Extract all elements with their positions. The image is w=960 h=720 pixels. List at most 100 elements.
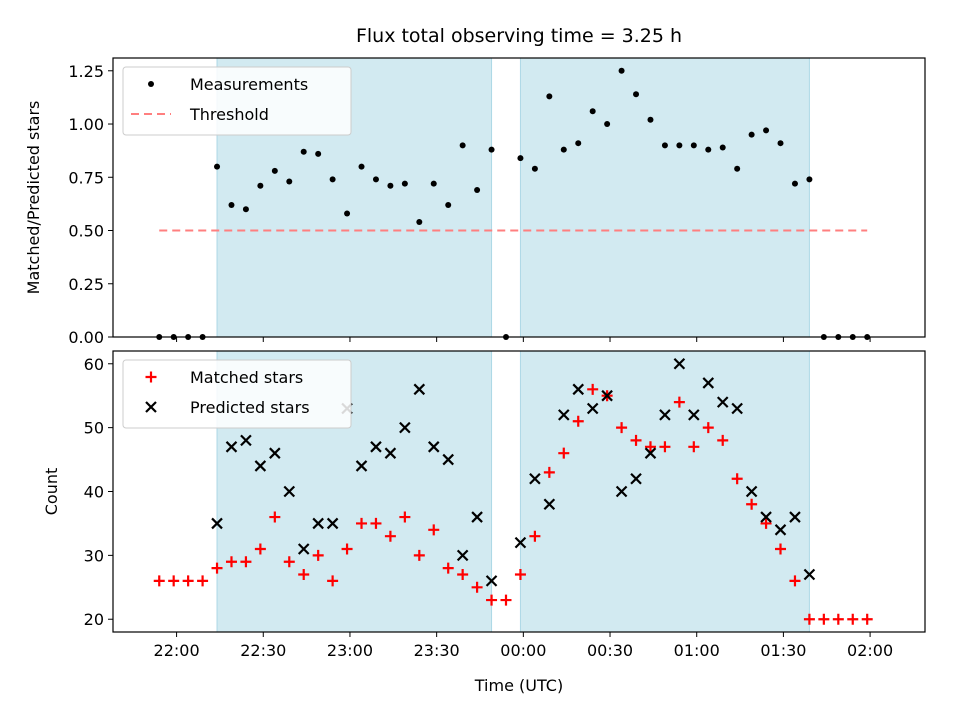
data-point (661, 142, 668, 149)
data-point (702, 422, 714, 434)
data-point (731, 473, 743, 485)
data-point (355, 460, 368, 472)
data-point (442, 453, 454, 466)
data-point (572, 415, 584, 427)
data-point (630, 472, 642, 485)
data-point (399, 421, 411, 434)
data-point (344, 210, 351, 217)
data-point (459, 142, 466, 149)
data-point (514, 536, 527, 549)
data-point (546, 93, 553, 100)
data-point (745, 485, 758, 498)
data-point (690, 142, 697, 149)
data-point (401, 180, 408, 187)
legend-box (122, 66, 352, 136)
y-tick-label: 60 (84, 355, 104, 374)
data-point (242, 206, 249, 213)
y-tick-label: 0.50 (68, 222, 104, 241)
data-point (633, 91, 640, 98)
data-point (575, 140, 582, 147)
data-point (688, 441, 700, 453)
data-point (341, 543, 353, 555)
data-point (514, 569, 526, 581)
data-point (529, 530, 541, 542)
x-tick-label: 23:30 (414, 641, 460, 660)
data-point (731, 402, 743, 415)
axes-frame (112, 57, 926, 338)
x-tick-label: 00:00 (500, 641, 546, 660)
data-point (197, 575, 209, 587)
data-point (384, 530, 396, 542)
data-point (705, 146, 712, 153)
data-point (488, 146, 495, 153)
y-tick-label: 30 (84, 546, 104, 565)
data-point (763, 127, 770, 134)
legend: Measurements Threshold (122, 66, 352, 136)
data-point (456, 549, 469, 562)
data-point (777, 140, 784, 147)
data-point (240, 556, 252, 568)
data-point (630, 434, 642, 446)
data-point (358, 163, 365, 170)
data-point (413, 383, 426, 396)
data-point (676, 142, 683, 149)
data-point (286, 178, 293, 185)
chart-title: Flux total observing time = 3.25 h (356, 25, 682, 47)
data-point (387, 182, 394, 189)
data-point (416, 218, 423, 225)
data-point (791, 180, 798, 187)
data-point (673, 396, 685, 408)
data-point (254, 543, 266, 555)
data-point (589, 108, 596, 115)
data-point (818, 613, 830, 625)
data-point (457, 569, 469, 581)
observing-window-1 (519, 350, 810, 633)
data-point (616, 422, 628, 434)
data-point (211, 562, 223, 574)
data-point (240, 434, 252, 447)
data-point (644, 447, 657, 459)
data-point (326, 517, 339, 530)
data-point (644, 441, 656, 453)
data-point (803, 568, 816, 581)
x-tick-label: 02:00 (847, 641, 893, 660)
data-point (789, 575, 801, 587)
data-point (211, 517, 223, 530)
data-point (399, 511, 411, 523)
top-panel: 0.00 0.25 0.50 0.75 1.00 1.25 Matched/Predicte… (24, 57, 926, 347)
data-point (719, 144, 726, 151)
observing-window-1 (519, 57, 810, 338)
data-point (471, 581, 483, 593)
data-point (214, 163, 221, 170)
data-point (298, 569, 310, 581)
y-axis-label: Count (42, 468, 61, 516)
data-point (269, 511, 281, 523)
data-point (748, 131, 755, 138)
data-point (774, 524, 787, 536)
data-point (315, 150, 322, 157)
data-point (543, 466, 555, 478)
data-point (832, 613, 844, 625)
data-point (384, 447, 397, 459)
y-tick-label: 1.00 (68, 115, 104, 134)
data-point (806, 176, 813, 183)
legend-marker (145, 401, 157, 413)
data-point (427, 441, 440, 453)
y-tick-label: 40 (84, 483, 104, 502)
data-point (225, 556, 237, 568)
data-point (543, 498, 556, 511)
data-point (760, 511, 772, 523)
data-point (618, 67, 625, 74)
data-point (271, 167, 278, 174)
data-point (283, 556, 295, 568)
y-tick-label: 20 (84, 610, 104, 629)
data-point (370, 517, 382, 529)
data-point (531, 165, 538, 172)
legend-label: Measurements (190, 75, 308, 94)
x-tick-label: 22:00 (154, 641, 200, 660)
data-point (615, 485, 628, 498)
data-point (442, 562, 454, 574)
data-point (182, 575, 194, 587)
bottom-panel: 20 30 40 50 60 22:00 22:30 23:00 23:30 00:00 00:30… (42, 350, 926, 660)
